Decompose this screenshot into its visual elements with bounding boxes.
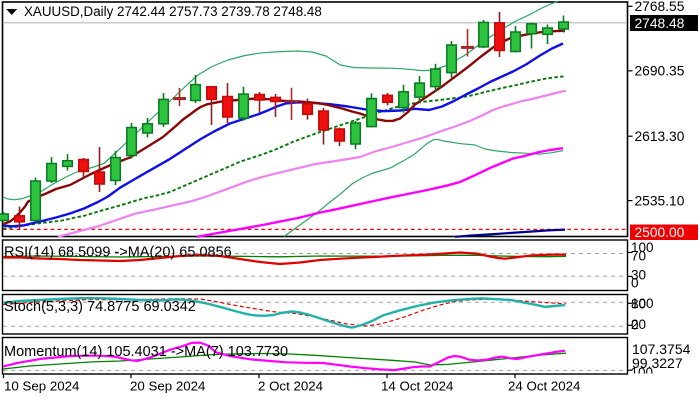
svg-text:2748.48: 2748.48 — [635, 16, 685, 31]
svg-text:24 Oct 2024: 24 Oct 2024 — [508, 379, 580, 394]
svg-text:10 Sep 2024: 10 Sep 2024 — [4, 379, 79, 394]
svg-text:100: 100 — [631, 365, 654, 380]
svg-text:2500.00: 2500.00 — [635, 225, 685, 240]
svg-text:RSI(14) 68.5099 ->MA(20) 65.: RSI(14) 68.5099 ->MA(20) 65.0856 — [4, 244, 232, 260]
svg-text:2690.35: 2690.35 — [635, 64, 685, 79]
svg-text:70: 70 — [631, 248, 646, 263]
svg-text:100: 100 — [631, 296, 654, 311]
svg-text:99.3227: 99.3227 — [632, 355, 683, 371]
svg-text:80: 80 — [631, 297, 646, 312]
svg-text:20: 20 — [631, 317, 646, 332]
svg-text:0: 0 — [631, 318, 639, 333]
svg-text:Momentum(14) 105.4031 ->MA(7): Momentum(14) 105.4031 ->MA(7) 103.7730 — [4, 344, 288, 360]
svg-text:Stoch(5,3,3) 74.8775 69.0342: Stoch(5,3,3) 74.8775 69.0342 — [4, 299, 196, 315]
svg-text:20 Sep 2024: 20 Sep 2024 — [130, 379, 205, 394]
svg-text:2 Oct 2024: 2 Oct 2024 — [258, 379, 323, 394]
svg-text:2768.55: 2768.55 — [635, 0, 685, 14]
svg-text:0: 0 — [631, 276, 639, 291]
svg-text:2535.10: 2535.10 — [635, 193, 685, 208]
svg-text:30: 30 — [631, 268, 646, 283]
svg-text:107.3754: 107.3754 — [632, 341, 691, 357]
svg-text:XAUUSD,Daily 2742.44 2757.73: XAUUSD,Daily 2742.44 2757.73 2739.78 274… — [24, 4, 322, 19]
svg-text:100: 100 — [631, 240, 654, 255]
svg-text:2613.30: 2613.30 — [635, 129, 685, 144]
svg-text:14 Oct 2024: 14 Oct 2024 — [381, 379, 453, 394]
